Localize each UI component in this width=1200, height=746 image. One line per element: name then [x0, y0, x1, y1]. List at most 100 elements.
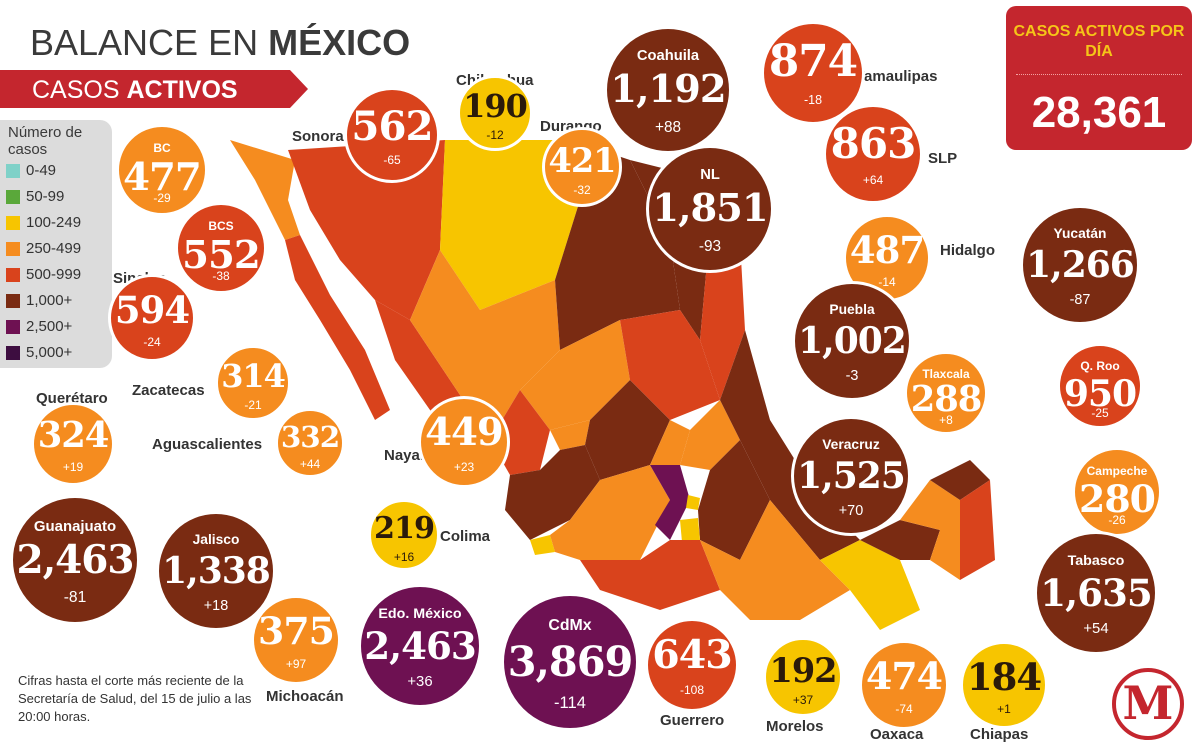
state-bubble: Puebla 1,002 -3: [792, 281, 912, 401]
region-guerrero: [580, 540, 720, 610]
state-value: 487: [849, 227, 925, 272]
state-value: 643: [652, 632, 732, 679]
state-change: -18: [803, 92, 823, 107]
state-value: 477: [123, 154, 202, 200]
state-bubble: BCS 552 -38: [175, 202, 267, 294]
region-baja-california: [230, 140, 300, 240]
state-bubble: Tabasco 1,635 +54: [1034, 531, 1158, 655]
region-colima: [530, 535, 555, 555]
state-value: 594: [114, 287, 190, 332]
state-name: Q. Roo: [1080, 358, 1120, 373]
region-michoacan: [550, 465, 670, 560]
state-name: Hidalgo: [940, 242, 995, 259]
state-value: 314: [221, 357, 286, 396]
region-durango: [410, 250, 560, 440]
state-change: +36: [407, 673, 433, 690]
state-value: 1,192: [610, 67, 726, 113]
state-bubble: 487 -14: [843, 214, 931, 302]
region-quintana-roo: [960, 480, 995, 580]
state-value: 192: [769, 649, 837, 690]
legend-swatch: [6, 242, 20, 256]
region-chiapas: [820, 540, 920, 630]
region-sonora: [288, 140, 445, 320]
region-aguascalientes: [550, 420, 590, 450]
state-bubble: 332 +44: [275, 408, 345, 478]
state-change: -32: [573, 182, 591, 197]
region-puebla: [698, 440, 770, 560]
state-name: Zacatecas: [132, 382, 205, 399]
state-value: 190: [463, 87, 528, 126]
subtitle-banner: [0, 70, 308, 108]
region-hidalgo: [680, 400, 740, 470]
state-bubble: BC 477 -29: [116, 124, 208, 216]
legend-label: 50-99: [26, 188, 65, 205]
state-name: Querétaro: [36, 390, 108, 407]
state-change: +88: [654, 118, 682, 136]
state-value: 421: [548, 139, 616, 180]
active-cases-panel: [1006, 6, 1192, 150]
state-change: +19: [62, 460, 84, 475]
state-bubble: NL 1,851 -93: [646, 145, 774, 273]
legend-item: 250-499: [0, 238, 100, 260]
state-bubble: Guanajuato 2,463 -81: [10, 495, 140, 625]
state-change: -21: [244, 398, 262, 413]
state-name: Veracruz: [822, 437, 880, 452]
state-name: NL: [700, 167, 720, 184]
legend-label: 500-999: [26, 266, 82, 283]
state-value: 1,266: [1026, 244, 1135, 286]
state-name: Tlaxcala: [922, 366, 970, 381]
state-bubble: 314 -21: [215, 345, 291, 421]
state-name: Tamaulipas: [856, 68, 938, 85]
state-name: Jalisco: [192, 532, 240, 547]
state-value: 1,525: [797, 455, 906, 497]
region-tabasco: [860, 520, 940, 560]
map-regions: [230, 140, 995, 630]
region-veracruz: [720, 330, 860, 560]
state-name: Guerrero: [660, 712, 725, 729]
legend-item: 1,000+: [0, 290, 100, 312]
state-bubble: Coahuila 1,192 +88: [604, 26, 732, 154]
state-name: Morelos: [766, 718, 824, 735]
state-name: Edo. México: [378, 605, 462, 622]
state-bubble: 863 +64: [823, 104, 923, 204]
legend-label: 250-499: [26, 240, 82, 257]
legend-item: 100-249: [0, 212, 100, 234]
state-name: Coahuila: [636, 48, 700, 65]
state-value: 280: [1079, 477, 1156, 521]
state-value: 332: [280, 419, 340, 455]
state-change: +8: [939, 412, 953, 427]
state-bubble: Veracruz 1,525 +70: [791, 416, 911, 536]
state-change: +64: [862, 173, 884, 187]
state-name: Yucatán: [1053, 226, 1107, 241]
region-baja-california-sur: [285, 235, 390, 420]
state-change: -29: [153, 191, 171, 206]
region-oaxaca: [700, 500, 850, 620]
state-bubble: CdMx 3,869 -114: [501, 593, 639, 731]
state-value: 950: [1063, 371, 1137, 415]
milenio-logo: [1112, 668, 1184, 740]
active-cases-divider: [1016, 74, 1182, 75]
state-bubble: 643 -108: [645, 618, 739, 712]
state-change: +54: [1083, 620, 1109, 637]
region-edo-mexico: [650, 465, 690, 540]
region-slp: [620, 310, 720, 420]
page-subtitle: CASOS ACTIVOS: [32, 76, 238, 104]
state-bubble: Campeche 280 -26: [1072, 447, 1162, 537]
state-bubble: 219 +16: [368, 499, 440, 571]
state-name: Colima: [440, 528, 491, 545]
state-name: Campeche: [1086, 463, 1148, 478]
legend-label: 2,500+: [26, 318, 73, 335]
state-name: Chiapas: [970, 726, 1029, 743]
state-value: 219: [373, 510, 435, 546]
state-value: 474: [866, 653, 943, 698]
state-change: -38: [212, 269, 230, 284]
state-bubble: 449 +23: [418, 396, 510, 488]
state-change: +23: [453, 459, 475, 474]
state-name: Aguascalientes: [152, 436, 263, 453]
state-change: -108: [679, 683, 705, 698]
state-value: 552: [182, 232, 261, 278]
state-bubble: 375 +97: [251, 595, 341, 685]
state-bubble: 474 -74: [859, 640, 949, 730]
region-morelos: [680, 518, 700, 542]
state-change: +44: [299, 457, 321, 472]
